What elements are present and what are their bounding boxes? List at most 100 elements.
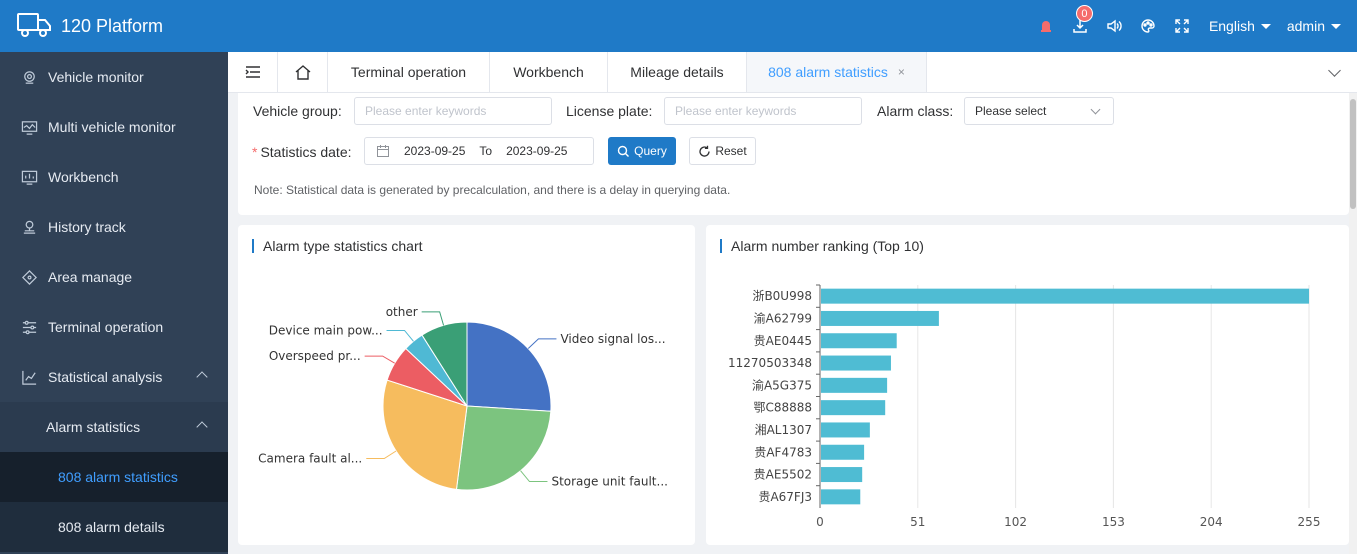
pie-slice[interactable] <box>421 321 468 408</box>
alarm-bell-icon[interactable] <box>1035 15 1057 37</box>
sidebar-item-multi-vehicle-monitor[interactable]: Multi vehicle monitor <box>0 102 228 152</box>
y-category-label: 渝A62799 <box>754 310 812 325</box>
pie-slice-label: Storage unit fault... <box>551 475 668 489</box>
pie-leader-line <box>366 450 397 460</box>
bar[interactable] <box>821 422 870 438</box>
language-label: English <box>1208 18 1255 34</box>
reset-label: Reset <box>715 144 747 158</box>
y-category-label: 渝A5G375 <box>752 377 812 392</box>
pie-slice-label: Overspeed pr... <box>269 349 361 363</box>
bar[interactable] <box>821 288 1309 304</box>
vehicle-group-input[interactable]: Please enter keywords <box>354 97 552 125</box>
bar[interactable] <box>821 310 939 326</box>
bar[interactable] <box>821 489 861 505</box>
query-label: Query <box>634 144 667 158</box>
x-tick-label: 51 <box>910 515 925 529</box>
close-icon[interactable]: × <box>897 65 905 79</box>
terminal-operation-icon <box>20 318 38 336</box>
fullscreen-icon[interactable] <box>1171 15 1193 37</box>
sidebar-item-label: History track <box>48 219 126 235</box>
y-category-label: 贵A67FJ3 <box>758 490 812 504</box>
chevron-down-icon[interactable] <box>1328 64 1341 77</box>
bar[interactable] <box>821 400 886 416</box>
sidebar-item-workbench[interactable]: Workbench <box>0 152 228 202</box>
scrollbar-thumb[interactable] <box>1350 99 1356 209</box>
y-category-label: 11270503348 <box>728 356 812 370</box>
tab-label: Workbench <box>513 64 584 80</box>
pie-slice[interactable] <box>466 321 552 412</box>
sidebar-item-label: Terminal operation <box>48 319 164 335</box>
user-menu[interactable]: admin <box>1287 18 1341 34</box>
bar[interactable] <box>821 377 888 393</box>
pie-slice-label: other <box>386 305 418 319</box>
card-title: Alarm type statistics chart <box>252 239 423 253</box>
x-tick-label: 153 <box>1102 515 1125 529</box>
palette-icon[interactable] <box>1137 15 1159 37</box>
tab-workbench[interactable]: Workbench <box>490 52 608 92</box>
license-plate-placeholder: Please enter keywords <box>675 104 797 118</box>
sidebar-item-area-manage[interactable]: Area manage <box>0 252 228 302</box>
bar[interactable] <box>821 444 865 460</box>
sidebar-item-label: Workbench <box>48 169 119 185</box>
language-caret-icon <box>1260 23 1271 29</box>
workbench-icon <box>20 168 38 186</box>
download-badge: 0 <box>1075 5 1093 22</box>
alarm-class-value: Please select <box>975 104 1047 118</box>
alarm-class-select[interactable]: Please select <box>964 97 1114 125</box>
bar[interactable] <box>821 333 897 349</box>
menu-toggle-icon[interactable] <box>228 52 278 92</box>
statistics-date-label: * Statistics date: <box>252 144 352 160</box>
bar[interactable] <box>821 355 891 371</box>
brand: 120 Platform <box>16 12 163 40</box>
user-name: admin <box>1286 18 1325 34</box>
tab-label: 808 alarm statistics <box>768 64 888 80</box>
alarm-ranking-bar-chart: 0 51 102 153 204 255 浙B0U998 渝A62799 贵AE0445 1127… <box>728 284 1321 529</box>
history-track-icon <box>20 218 38 236</box>
app-title: 120 Platform <box>61 15 164 36</box>
y-category-label: 鄂C88888 <box>753 401 812 415</box>
card-title: Alarm number ranking (Top 10) <box>720 239 924 253</box>
query-button[interactable]: Query <box>608 137 676 165</box>
chevron-up-icon <box>196 371 208 383</box>
start-date[interactable]: 2023-09-25 <box>404 144 466 158</box>
page-scrollbar[interactable] <box>1349 93 1357 554</box>
refresh-icon <box>699 145 710 157</box>
y-category-label: 贵AE5502 <box>754 468 812 482</box>
vehicle-group-label: Vehicle group: <box>253 103 342 119</box>
sidebar-item-history-track[interactable]: History track <box>0 202 228 252</box>
license-plate-input[interactable]: Please enter keywords <box>664 97 862 125</box>
pie-leader-line <box>364 355 395 364</box>
tab-mileage-details[interactable]: Mileage details <box>608 52 747 92</box>
data-delay-note: Note: Statistical data is generated by p… <box>254 183 731 197</box>
tab-terminal-operation[interactable]: Terminal operation <box>328 52 490 92</box>
sidebar-item-terminal-operation[interactable]: Terminal operation <box>0 302 228 352</box>
alarm-ranking-chart-card: 0 51 102 153 204 255 浙B0U998 渝A62799 贵AE0445 1127… <box>706 225 1349 545</box>
pie-slice[interactable] <box>455 405 552 491</box>
end-date[interactable]: 2023-09-25 <box>506 144 568 158</box>
home-icon[interactable] <box>278 52 328 92</box>
filter-panel: Vehicle group: Please enter keywords Lic… <box>238 93 1349 215</box>
vehicle-monitor-icon <box>20 68 38 86</box>
pie-leader-line <box>386 329 414 342</box>
sidebar-item-alarm-statistics[interactable]: Alarm statistics <box>0 402 228 452</box>
calendar-icon <box>377 145 389 157</box>
sidebar-item-vehicle-monitor[interactable]: Vehicle monitor <box>0 52 228 102</box>
tabs-bar: Terminal operation Workbench Mileage det… <box>228 52 1357 93</box>
sidebar-item-808-alarm-details[interactable]: 808 alarm details <box>0 502 228 552</box>
pie-leader-line <box>421 311 445 326</box>
x-tick-label: 255 <box>1298 515 1321 529</box>
volume-icon[interactable] <box>1103 15 1125 37</box>
reset-button[interactable]: Reset <box>689 137 756 165</box>
language-select[interactable]: English <box>1209 18 1271 34</box>
download-icon[interactable]: 0 <box>1069 5 1093 37</box>
sidebar-item-808-alarm-statistics[interactable]: 808 alarm statistics <box>0 452 228 502</box>
tab-808-alarm-statistics[interactable]: 808 alarm statistics × <box>747 52 927 92</box>
required-mark: * <box>252 144 258 160</box>
bar[interactable] <box>821 467 863 483</box>
date-range-picker[interactable]: 2023-09-25 To 2023-09-25 <box>364 137 594 165</box>
sidebar-item-label: 808 alarm statistics <box>58 469 178 485</box>
sidebar-item-label: Statistical analysis <box>48 369 163 385</box>
sidebar-item-statistical-analysis[interactable]: Statistical analysis <box>0 352 228 402</box>
y-category-label: 湘AL1307 <box>755 422 812 437</box>
sidebar-item-label: 808 alarm details <box>58 519 165 535</box>
